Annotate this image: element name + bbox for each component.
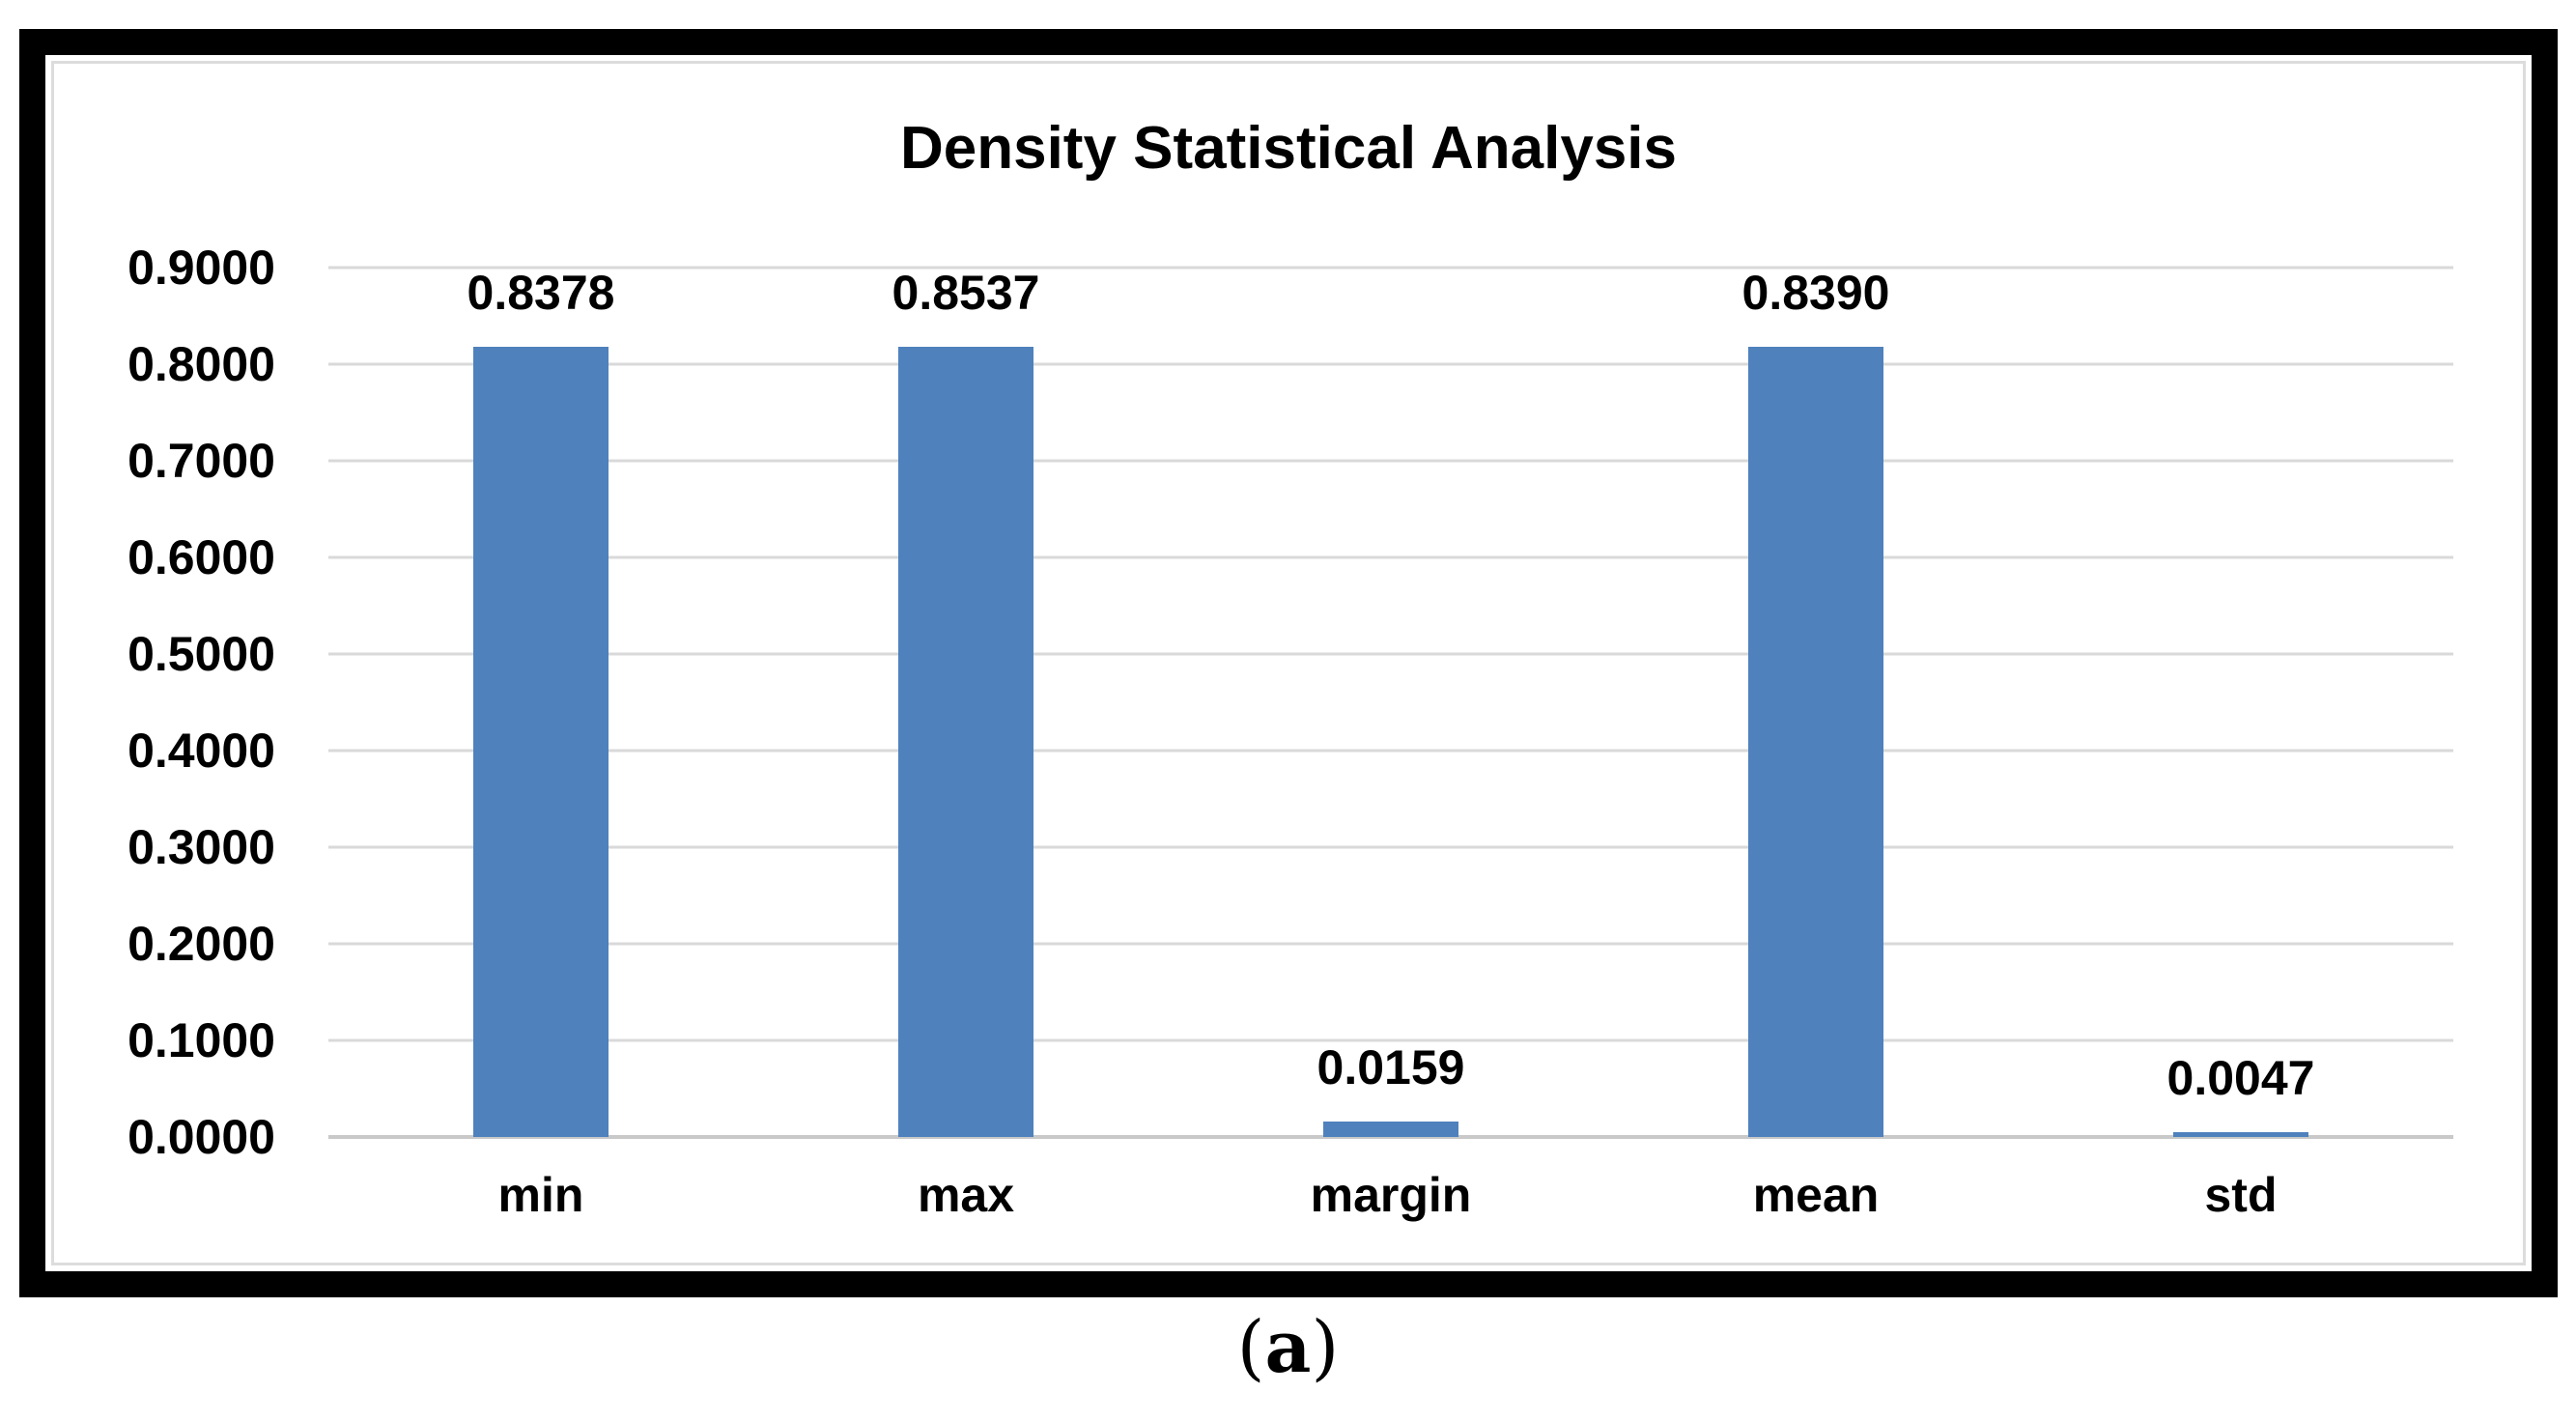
chart-frame: Density Statistical Analysis 0.9000 0.800… xyxy=(19,29,2558,1297)
y-tick-label: 0.7000 xyxy=(127,434,275,488)
x-axis-labels: min max margin mean std xyxy=(328,1166,2453,1224)
gridline xyxy=(328,1038,2453,1042)
gridline xyxy=(328,942,2453,946)
bar-value-label: 0.8537 xyxy=(892,266,1040,320)
y-tick-label: 0.4000 xyxy=(127,724,275,778)
bar-column-mean: 0.8390 xyxy=(1603,268,2028,1137)
gridline xyxy=(328,1135,2453,1139)
chart-title: Density Statistical Analysis xyxy=(899,115,1678,182)
x-axis-label-std: std xyxy=(2204,1168,2278,1222)
bar-value-label: 0.0047 xyxy=(2166,1051,2315,1106)
x-axis-label-min: min xyxy=(497,1168,584,1222)
caption-close-paren: ) xyxy=(1311,1306,1340,1389)
y-tick-label: 0.6000 xyxy=(127,529,275,584)
gridline xyxy=(328,652,2453,656)
x-axis-label-mean: mean xyxy=(1752,1168,1880,1222)
figure-caption: (a) xyxy=(0,1306,2576,1389)
caption-letter: a xyxy=(1264,1306,1312,1389)
bar-column-margin: 0.0159 xyxy=(1178,268,1603,1137)
bar-column-std: 0.0047 xyxy=(2028,268,2453,1137)
y-tick-label: 0.2000 xyxy=(127,917,275,971)
bar-value-label: 0.8390 xyxy=(1741,266,1890,320)
chart-area: Density Statistical Analysis 0.9000 0.800… xyxy=(51,61,2526,1265)
y-tick-label: 0.1000 xyxy=(127,1013,275,1067)
y-axis-tick-labels: 0.9000 0.8000 0.7000 0.6000 0.5000 0.4000 0.30… xyxy=(71,243,275,1161)
bar-value-label: 0.0159 xyxy=(1316,1040,1465,1095)
y-tick-label: 0.8000 xyxy=(127,337,275,391)
bar-column-max: 0.8537 xyxy=(753,268,1178,1137)
bar-margin xyxy=(1323,1122,1458,1137)
y-tick-label: 0.9000 xyxy=(127,241,275,295)
y-tick-label: 0.5000 xyxy=(127,627,275,681)
bar-min xyxy=(473,347,609,1137)
plot-area: 0.9000 0.8000 0.7000 0.6000 0.5000 0.4000 0.30… xyxy=(127,243,2453,1161)
gridline xyxy=(328,459,2453,463)
y-tick-label: 0.0000 xyxy=(127,1110,275,1164)
gridline xyxy=(328,362,2453,366)
bar-max xyxy=(898,347,1033,1137)
y-tick-label: 0.3000 xyxy=(127,819,275,874)
x-axis-label-margin: margin xyxy=(1310,1168,1472,1222)
bar-column-min: 0.8378 xyxy=(328,268,753,1137)
gridline xyxy=(328,555,2453,559)
bar-mean xyxy=(1748,347,1883,1137)
gridlines xyxy=(328,266,2453,1139)
gridline xyxy=(328,266,2453,270)
caption-open-paren: ( xyxy=(1236,1306,1265,1389)
bar-std xyxy=(2173,1132,2308,1137)
gridline xyxy=(328,845,2453,849)
gridline xyxy=(328,749,2453,753)
x-axis-label-max: max xyxy=(917,1168,1015,1222)
bars-container: 0.8378 0.8537 0.0159 0.8390 0.0047 xyxy=(328,268,2453,1137)
bar-value-label: 0.8378 xyxy=(467,266,615,320)
